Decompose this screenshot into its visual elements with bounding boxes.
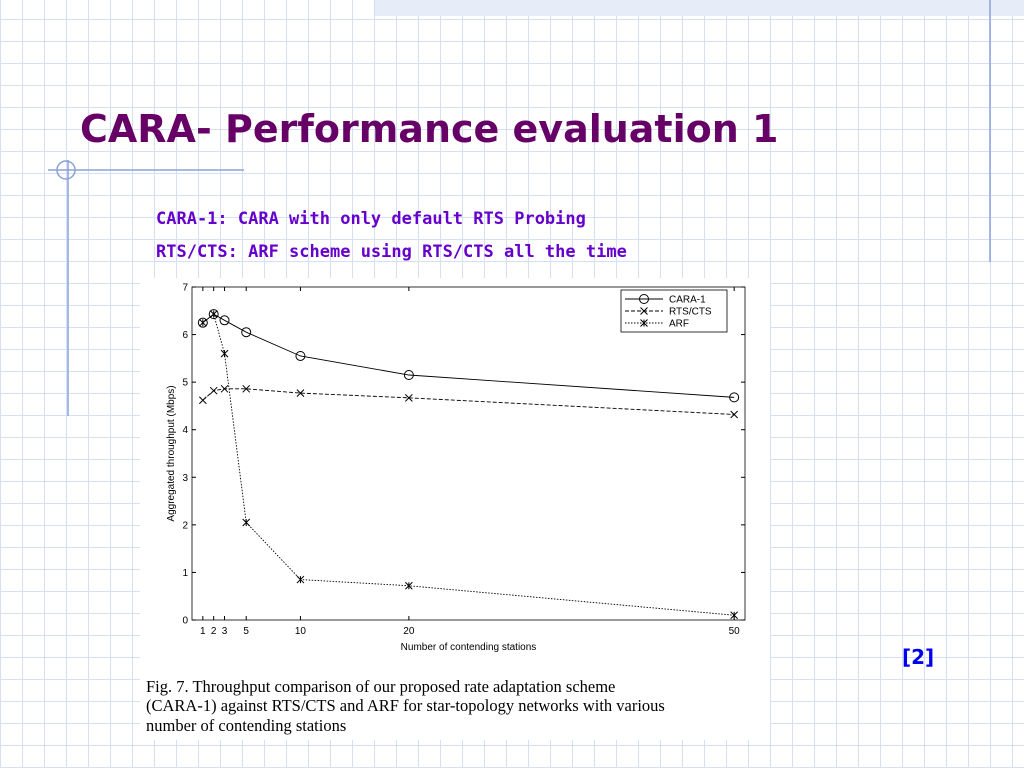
- marker: [405, 393, 413, 402]
- bullet: CARA-1: CARA with only default RTS Probi…: [156, 209, 586, 229]
- marker-shape: [729, 392, 740, 403]
- marker: [640, 307, 648, 315]
- marker-shape: [209, 310, 218, 318]
- marker-shape: [219, 315, 230, 326]
- marker: [296, 575, 305, 584]
- marker: [729, 392, 740, 403]
- marker-shape: [208, 309, 219, 320]
- marker: [295, 350, 306, 361]
- x-tick-label: 1: [200, 626, 206, 637]
- plot-frame: [191, 286, 746, 621]
- y-tick-label: 1: [182, 568, 188, 579]
- top-band: [375, 0, 1024, 16]
- marker: [197, 317, 208, 328]
- marker-shape: [640, 319, 648, 327]
- marker-shape: [198, 396, 207, 405]
- marker: [640, 319, 648, 327]
- marker: [208, 309, 219, 320]
- marker-shape: [197, 317, 208, 328]
- marker: [403, 370, 414, 381]
- marker-shape: [405, 393, 413, 402]
- bullet: RTS/CTS: ARF scheme using RTS/CTS all th…: [156, 242, 627, 262]
- marker: [209, 310, 218, 318]
- slide-title: CARA- Performance evaluation 1: [80, 107, 778, 151]
- marker: [639, 294, 649, 304]
- marker-shape: [295, 350, 306, 361]
- reference: [2]: [902, 645, 934, 669]
- marker-shape: [220, 349, 229, 358]
- marker: [220, 349, 229, 358]
- marker: [220, 384, 229, 393]
- y-tick-label: 3: [182, 473, 188, 484]
- marker: [198, 396, 207, 405]
- marker-shape: [198, 318, 207, 327]
- y-tick-label: 7: [182, 283, 188, 294]
- marker: [405, 581, 413, 590]
- marker: [730, 410, 739, 419]
- marker-shape: [639, 294, 649, 304]
- x-tick-label: 2: [211, 626, 217, 637]
- marker-shape: [241, 327, 252, 338]
- marker-shape: [730, 611, 739, 620]
- y-tick-label: 5: [182, 378, 188, 389]
- caption: number of contending stations: [146, 716, 346, 735]
- marker-shape: [220, 384, 229, 393]
- y-tick-label: 0: [182, 616, 188, 627]
- marker: [198, 318, 207, 327]
- marker-shape: [242, 384, 251, 393]
- deco-circle: [56, 160, 76, 180]
- x-tick-label: 20: [403, 626, 415, 637]
- marker-shape: [296, 575, 305, 584]
- marker-shape: [296, 389, 305, 397]
- marker: [209, 386, 218, 395]
- marker-shape: [242, 518, 251, 527]
- legend-label: ARF: [669, 319, 689, 330]
- marker-shape: [403, 370, 414, 381]
- marker: [242, 384, 251, 393]
- x-tick-label: 5: [243, 626, 249, 637]
- y-axis-label: Aggregated throughput (Mbps): [166, 385, 177, 521]
- legend-label: CARA-1: [669, 295, 706, 306]
- y-tick-label: 2: [182, 520, 188, 531]
- marker: [219, 315, 230, 326]
- x-tick-label: 3: [222, 626, 228, 637]
- y-tick-label: 6: [182, 330, 188, 341]
- x-tick-label: 10: [295, 626, 307, 637]
- caption: (CARA-1) against RTS/CTS and ARF for sta…: [146, 696, 665, 715]
- y-tick-label: 4: [182, 425, 188, 436]
- marker-shape: [640, 307, 648, 315]
- x-axis-label: Number of contending stations: [401, 642, 537, 653]
- caption: Fig. 7. Throughput comparison of our pro…: [146, 677, 615, 696]
- marker-shape: [209, 386, 218, 395]
- marker: [730, 611, 739, 620]
- figure-bg: [140, 278, 770, 740]
- legend-label: RTS/CTS: [669, 307, 712, 318]
- marker-shape: [405, 581, 413, 590]
- marker: [241, 327, 252, 338]
- x-tick-label: 50: [729, 626, 741, 637]
- marker: [296, 389, 305, 397]
- marker-shape: [730, 410, 739, 419]
- marker: [242, 518, 251, 527]
